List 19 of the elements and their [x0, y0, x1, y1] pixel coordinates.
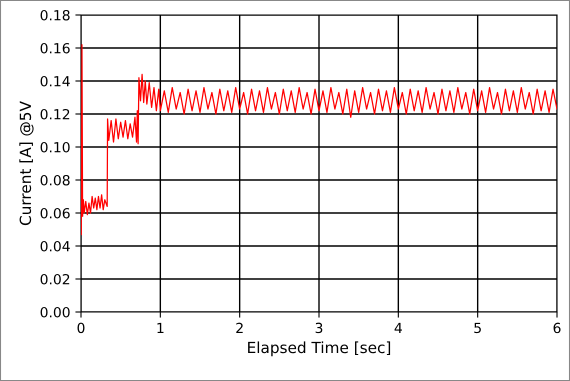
y-tick-label: 0.06 — [40, 208, 70, 218]
y-tick-label: 0.00 — [40, 306, 70, 318]
x-tick-label: 5 — [474, 322, 481, 334]
x-tick-label: 3 — [316, 322, 322, 334]
x-axis-title: Elapsed Time [sec] — [248, 341, 390, 356]
y-axis-title: Current [A] @5V — [19, 101, 34, 226]
x-tick-label: 2 — [236, 322, 243, 333]
x-tick-label: 1 — [157, 322, 164, 333]
x-tick-label: 4 — [394, 322, 402, 333]
x-tick-label: 0 — [77, 322, 84, 334]
y-tick-label: 0.16 — [40, 42, 70, 54]
y-tick-label: 0.02 — [40, 274, 70, 284]
y-tick-label: 0.08 — [40, 174, 70, 186]
x-tick-label: 6 — [554, 322, 561, 334]
y-tick-label: 0.04 — [40, 240, 70, 252]
y-tick-label: 0.14 — [40, 76, 70, 86]
y-tick-label: 0.18 — [40, 10, 70, 20]
y-tick-label: 0.12 — [40, 108, 70, 120]
y-tick-label: 0.10 — [40, 142, 70, 152]
